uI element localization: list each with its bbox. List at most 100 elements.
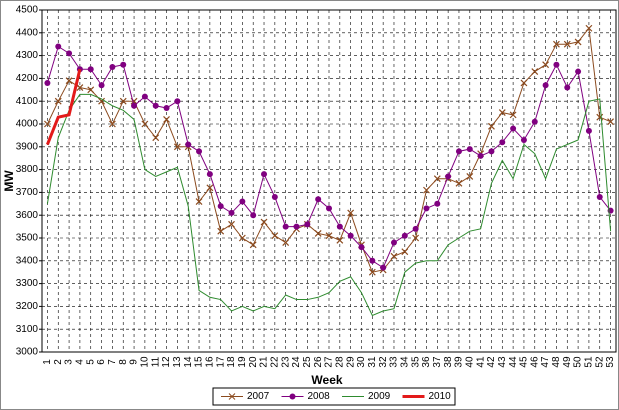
marker	[174, 98, 181, 105]
marker	[271, 232, 279, 240]
marker	[542, 61, 550, 69]
marker	[44, 79, 51, 86]
x-tick-label: 3	[64, 359, 75, 365]
marker	[98, 82, 105, 89]
marker	[65, 77, 73, 85]
y-tick-label: 3300	[16, 278, 39, 289]
marker	[369, 257, 376, 264]
marker	[380, 264, 387, 271]
marker	[196, 148, 203, 155]
x-tick-label: 52	[594, 356, 605, 368]
marker	[401, 232, 408, 239]
x-tick-label: 33	[389, 356, 400, 368]
x-tick-label: 4	[75, 359, 86, 365]
x-tick-label: 5	[85, 359, 96, 365]
x-tick-label: 28	[334, 356, 345, 368]
marker	[488, 148, 495, 155]
x-tick-label: 37	[432, 356, 443, 368]
x-tick-label: 49	[562, 356, 573, 368]
marker	[466, 146, 473, 153]
x-tick-label: 10	[140, 356, 151, 368]
marker	[498, 109, 506, 117]
marker	[163, 105, 170, 112]
y-tick-label: 3900	[16, 141, 39, 152]
marker	[173, 143, 181, 151]
x-tick-label: 43	[497, 356, 508, 368]
x-tick-label: 14	[183, 356, 194, 368]
marker	[607, 118, 615, 126]
x-tick-label: 2	[53, 359, 64, 365]
marker	[152, 102, 159, 109]
marker	[293, 223, 300, 230]
marker	[98, 97, 105, 105]
x-tick-label: 9	[129, 359, 140, 365]
marker	[141, 120, 149, 128]
x-tick-label: 32	[378, 356, 389, 368]
x-tick-label: 7	[107, 359, 118, 365]
legend-box	[212, 387, 456, 406]
y-tick-label: 4100	[16, 96, 39, 107]
x-tick-label: 41	[475, 356, 486, 368]
legend-marker	[228, 393, 236, 400]
marker	[76, 84, 84, 91]
marker	[358, 244, 365, 251]
x-tick-label: 29	[345, 356, 356, 368]
marker	[261, 171, 268, 178]
legend-label: 2009	[368, 391, 391, 402]
x-tick-label: 13	[172, 356, 183, 368]
marker	[260, 218, 268, 226]
marker	[488, 122, 495, 130]
marker	[509, 111, 517, 119]
marker	[466, 173, 474, 180]
marker	[304, 221, 311, 228]
x-tick-label: 1	[42, 359, 53, 365]
x-tick-label: 15	[194, 356, 205, 368]
x-tick-label: 53	[605, 356, 616, 368]
x-tick-label: 21	[259, 356, 270, 368]
y-tick-label: 3000	[16, 347, 39, 358]
marker	[531, 118, 538, 125]
x-tick-label: 46	[529, 356, 540, 368]
x-tick-label: 23	[280, 356, 291, 368]
y-tick-label: 4200	[16, 73, 39, 84]
marker	[325, 232, 333, 240]
marker	[563, 40, 571, 48]
marker	[477, 152, 484, 159]
x-tick-label: 44	[508, 356, 519, 368]
marker	[499, 139, 506, 146]
y-tick-label: 4300	[16, 50, 39, 61]
marker	[347, 209, 355, 217]
marker	[390, 252, 398, 260]
x-tick-label: 40	[464, 356, 475, 368]
marker	[120, 61, 127, 68]
marker	[249, 241, 257, 249]
marker	[574, 38, 582, 46]
x-tick-label: 34	[399, 356, 410, 368]
x-tick-label: 26	[313, 356, 324, 368]
y-tick-label: 3700	[16, 187, 39, 198]
legend-label: 2010	[429, 391, 452, 402]
marker	[390, 239, 397, 246]
x-tick-label: 31	[367, 356, 378, 368]
marker	[455, 179, 463, 187]
marker	[315, 196, 322, 203]
marker	[445, 173, 452, 180]
legend-label: 2008	[308, 391, 331, 402]
marker	[239, 198, 246, 205]
y-tick-label: 3500	[16, 233, 39, 244]
marker	[43, 120, 51, 128]
marker	[185, 141, 192, 148]
marker	[531, 68, 539, 75]
x-tick-label: 50	[573, 356, 584, 368]
x-tick-label: 35	[410, 356, 421, 368]
marker	[585, 127, 592, 134]
y-tick-label: 3200	[16, 301, 39, 312]
x-tick-label: 45	[519, 356, 530, 368]
series-line	[46, 93, 612, 317]
marker	[542, 82, 549, 89]
y-tick-label: 4500	[16, 5, 39, 16]
marker	[510, 125, 517, 132]
marker	[336, 236, 344, 244]
marker	[108, 120, 116, 128]
